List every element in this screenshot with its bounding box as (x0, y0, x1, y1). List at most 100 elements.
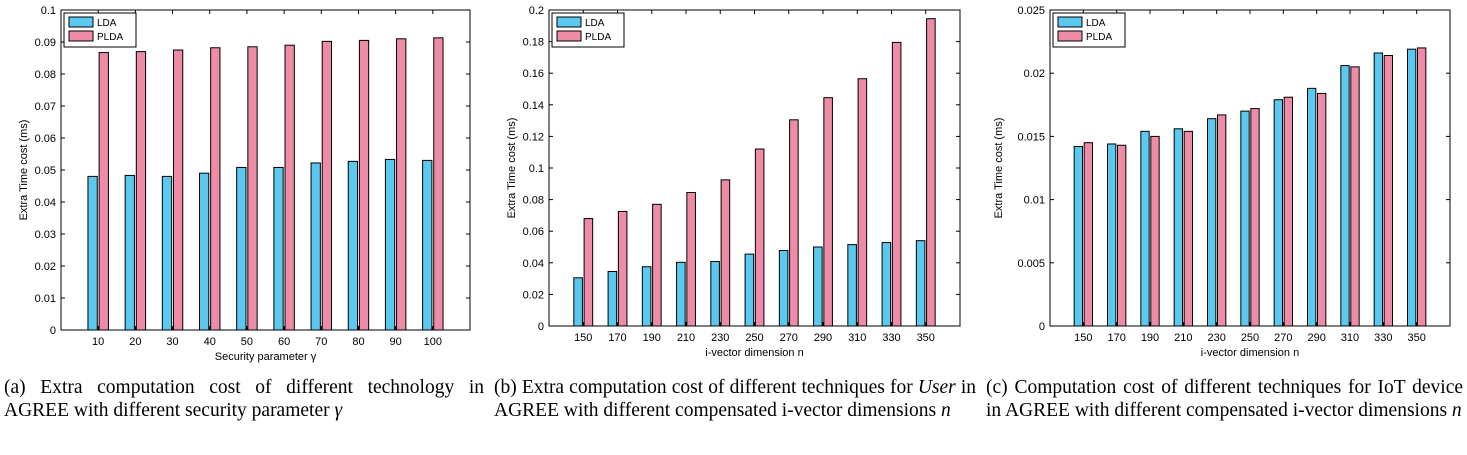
chart-0-ylabel: Extra Time cost (ms) (18, 120, 30, 221)
chart-2-bar-lda-330 (1373, 52, 1383, 327)
chart-1-bar-lda-190 (641, 266, 652, 327)
chart-0-bar-lda-10 (87, 175, 98, 331)
chart-2-bar-lda-350 (1407, 48, 1417, 327)
chart-1-bar-lda-310 (847, 244, 857, 327)
chart-1-xtick-label: 270 (780, 332, 798, 344)
chart-0-bar-plda-90 (396, 38, 407, 331)
chart-1-ytick-label: 0.1 (529, 163, 544, 175)
caption-b-after: in AGREE with different compensated i-ve… (494, 377, 977, 421)
chart-1-ytick-label: 0.16 (523, 68, 544, 80)
chart-2-bar-plda-350 (1417, 47, 1427, 327)
caption-c: (c) Computation cost of different techni… (986, 376, 1463, 422)
chart-0-ytick-label: 0.04 (35, 197, 56, 209)
chart-0-legend: LDA PLDA (63, 12, 137, 48)
chart-0-bar-lda-60 (273, 166, 284, 331)
chart-0-bar-plda-60 (284, 44, 295, 331)
chart-0-ytick-label: 0.05 (35, 165, 56, 177)
chart-c-lda-plda-bar: 0 0.005 0.01 0.015 0.02 0.025 150 170 190 210 230 2… (993, 5, 1451, 359)
chart-0-bar-plda-70 (321, 40, 332, 331)
chart-2-ytick-label: 0.025 (1017, 5, 1045, 17)
chart-0-xtick-label: 40 (204, 336, 216, 348)
chart-1-ytick-label: 0.02 (523, 289, 544, 301)
chart-2-bar-lda-230 (1207, 118, 1217, 327)
chart-2-bar-plda-210 (1183, 130, 1194, 327)
chart-2-ytick-label: 0.02 (1024, 68, 1045, 80)
chart-1-ytick-label: 0.04 (523, 258, 544, 270)
chart-2-bar-plda-150 (1083, 142, 1093, 327)
chart-0-bar-lda-100 (422, 159, 433, 331)
chart-1-bar-lda-350 (915, 240, 926, 327)
chart-1-ytick-label: 0.06 (523, 226, 544, 238)
chart-0-xtick-label: 50 (241, 336, 253, 348)
chart-1-bar-lda-210 (676, 261, 686, 327)
chart-2-xtick-label: 170 (1107, 332, 1125, 344)
panel-c: 0 0.005 0.01 0.015 0.02 0.025 150 170 190 210 230 2… (982, 0, 1467, 455)
caption-a-symbol: γ (334, 400, 343, 421)
chart-2-bar-lda-310 (1340, 65, 1350, 327)
chart-1-bar-plda-210 (686, 191, 696, 327)
chart-1-xtick-label: 290 (814, 332, 832, 344)
chart-1-xtick-label: 210 (677, 332, 695, 344)
chart-a-lda-plda-bar: 0 0.01 0.02 0.03 0.04 0.05 0.06 0.07 0.08 0.09 0.1… (18, 5, 471, 363)
chart-2-bar-plda-250 (1250, 108, 1260, 327)
chart-1-ytick-label: 0.12 (523, 131, 544, 143)
chart-1-bar-plda-350 (926, 18, 936, 327)
chart-0-xtick-label: 30 (166, 336, 178, 348)
chart-0-ytick-label: 0.01 (35, 293, 56, 305)
chart-2-legend-swatch-lda (1057, 16, 1083, 28)
caption-b: (b) Extra computation cost of different … (494, 376, 976, 422)
chart-0-bar-plda-50 (247, 46, 258, 331)
chart-0-bar-plda-100 (433, 37, 444, 331)
chart-1-xtick-label: 230 (711, 332, 729, 344)
chart-2-bar-plda-190 (1150, 135, 1160, 327)
chart-1-bar-plda-190 (652, 203, 662, 327)
chart-2-bar-plda-170 (1117, 144, 1127, 327)
chart-2-legend-swatch-plda (1057, 30, 1083, 42)
caption-a: (a) Extra computation cost of different … (4, 376, 484, 422)
chart-0-ytick-label: 0.1 (41, 5, 56, 17)
chart-2-bar-lda-150 (1073, 146, 1083, 327)
chart-0-bar-plda-20 (135, 51, 147, 331)
chart-1-ytick-label: 0.18 (523, 37, 544, 49)
chart-2-xtick-label: 330 (1374, 332, 1392, 344)
chart-2-bar-plda-270 (1283, 96, 1293, 327)
chart-1-ytick-label: 0 (538, 321, 544, 333)
chart-0-bar-lda-20 (124, 174, 135, 331)
chart-1-legend: LDA PLDA (551, 12, 625, 48)
caption-a-tag: (a) (4, 377, 26, 398)
chart-2-bar-lda-210 (1173, 128, 1184, 327)
chart-0-bar-lda-50 (236, 166, 247, 331)
chart-1-xtick-label: 350 (917, 332, 935, 344)
chart-0-xtick-label: 20 (129, 336, 141, 348)
chart-0-bar-plda-30 (172, 49, 184, 331)
chart-1-legend-swatch-plda (556, 30, 582, 42)
chart-1-bar-lda-290 (813, 246, 823, 327)
chart-0-xtick-label: 70 (315, 336, 327, 348)
caption-a-text: Extra computation cost of different tech… (4, 377, 485, 421)
caption-b-before: Extra computation cost of different tech… (521, 377, 918, 398)
chart-0-xtick-label: 90 (390, 336, 402, 348)
chart-0-legend-label-lda: LDA (97, 18, 117, 29)
chart-1-xlabel: i-vector dimension n (705, 347, 803, 359)
chart-2-xlabel: i-vector dimension n (1201, 347, 1299, 359)
chart-2-bar-lda-250 (1240, 110, 1250, 327)
chart-1-xtick-label: 330 (882, 332, 900, 344)
chart-1-bar-lda-170 (607, 270, 618, 327)
chart-1-ytick-label: 0.14 (523, 100, 544, 112)
chart-0-bar-plda-40 (210, 47, 221, 331)
chart-0-bar-lda-30 (161, 175, 173, 331)
chart-1-bar-lda-270 (778, 249, 789, 327)
chart-0-bar-plda-80 (358, 39, 370, 331)
chart-2-bar-lda-270 (1273, 99, 1283, 327)
chart-b-lda-plda-bar: 0 0.02 0.04 0.06 0.08 0.1 0.12 0.14 0.16 0.18 0.2 1… (506, 5, 961, 359)
chart-0-bar-plda-10 (98, 52, 109, 331)
chart-2-xtick-label: 350 (1407, 332, 1425, 344)
chart-1-bar-lda-230 (710, 261, 720, 327)
chart-0-ytick-label: 0.07 (35, 101, 56, 113)
caption-b-symbol: n (940, 400, 951, 421)
chart-2-bar-lda-170 (1107, 143, 1117, 327)
panel-b: 0 0.02 0.04 0.06 0.08 0.1 0.12 0.14 0.16 0.18 0.2 1… (490, 0, 980, 455)
chart-1-ytick-label: 0.08 (523, 195, 544, 207)
chart-0-legend-swatch-plda (68, 30, 94, 42)
chart-0-bar-lda-90 (384, 158, 396, 331)
